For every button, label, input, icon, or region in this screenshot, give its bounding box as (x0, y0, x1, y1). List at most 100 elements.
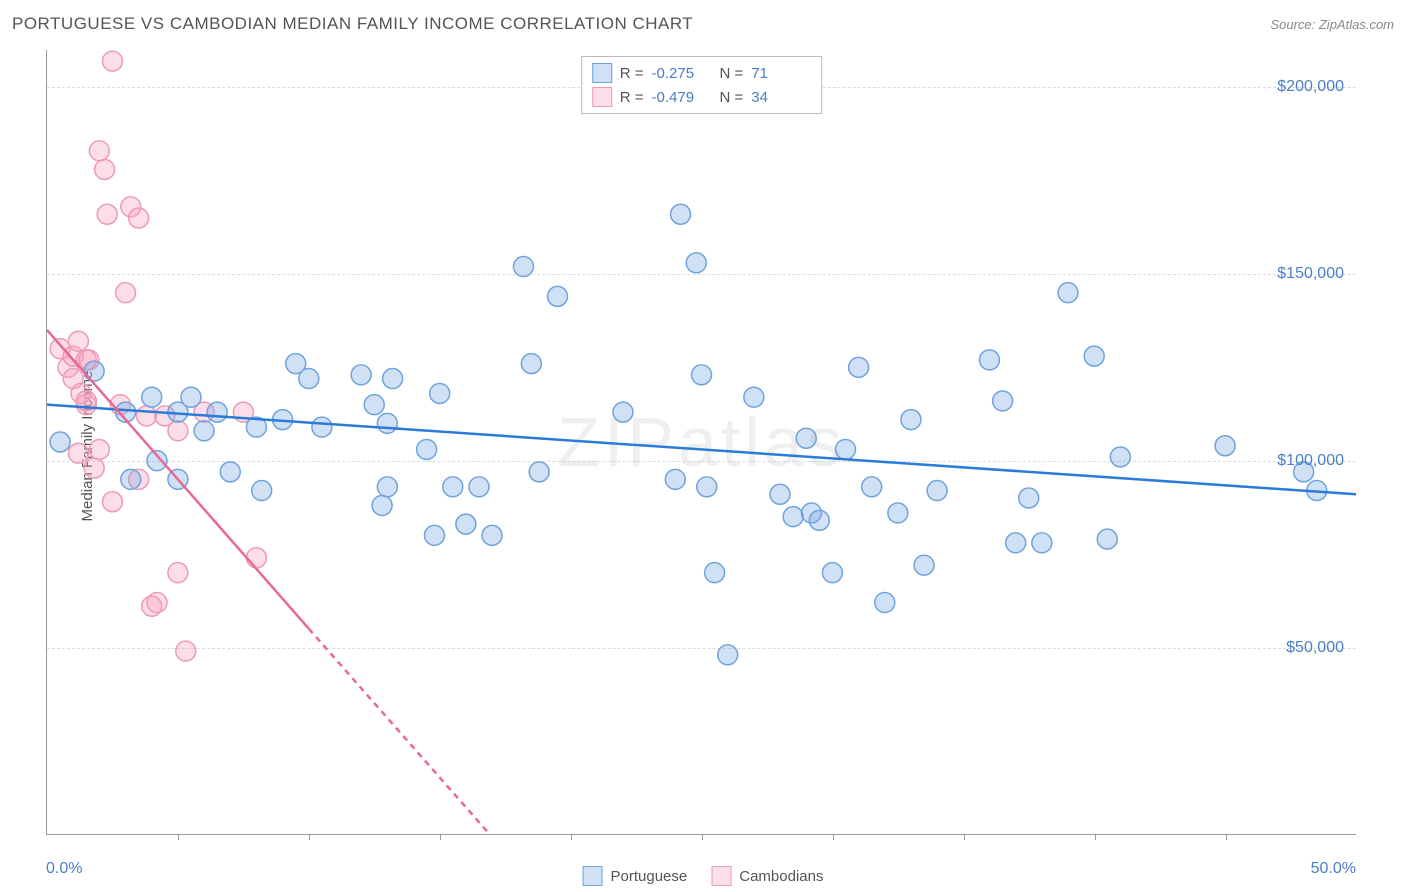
x-tick (1226, 834, 1227, 840)
data-point (705, 563, 725, 583)
data-point (68, 443, 88, 463)
data-point (312, 417, 332, 437)
legend-label: Cambodians (739, 868, 823, 885)
x-axis-min-label: 0.0% (46, 860, 82, 878)
x-tick (964, 834, 965, 840)
data-point (372, 495, 392, 515)
x-tick (440, 834, 441, 840)
data-point (888, 503, 908, 523)
data-point (220, 462, 240, 482)
stats-row-portuguese: R = -0.275 N = 71 (592, 61, 812, 85)
data-point (97, 204, 117, 224)
data-point (168, 421, 188, 441)
data-point (84, 458, 104, 478)
y-tick-label: $150,000 (1277, 265, 1344, 283)
legend-label: Portuguese (611, 868, 688, 885)
data-point (102, 51, 122, 71)
data-point (783, 507, 803, 527)
data-point (377, 413, 397, 433)
source-label: Source: ZipAtlas.com (1270, 17, 1394, 32)
swatch-cambodian (592, 87, 612, 107)
data-point (95, 159, 115, 179)
data-point (849, 357, 869, 377)
data-point (671, 204, 691, 224)
y-tick-label: $100,000 (1277, 452, 1344, 470)
data-point (862, 477, 882, 497)
data-point (993, 391, 1013, 411)
data-point (914, 555, 934, 575)
data-point (744, 387, 764, 407)
data-point (383, 369, 403, 389)
data-point (1084, 346, 1104, 366)
data-point (102, 492, 122, 512)
data-point (1019, 488, 1039, 508)
data-point (246, 548, 266, 568)
x-tick (571, 834, 572, 840)
x-tick (702, 834, 703, 840)
stat-n1: 71 (751, 65, 811, 82)
data-point (194, 421, 214, 441)
data-point (548, 286, 568, 306)
data-point (697, 477, 717, 497)
stat-r2: -0.479 (652, 89, 712, 106)
legend: Portuguese Cambodians (583, 866, 824, 886)
data-point (665, 469, 685, 489)
data-point (424, 525, 444, 545)
stat-r1: -0.275 (652, 65, 712, 82)
data-point (168, 563, 188, 583)
stat-label: R = (620, 89, 644, 106)
data-point (89, 141, 109, 161)
data-point (456, 514, 476, 534)
x-tick (1095, 834, 1096, 840)
regression-line (47, 330, 309, 629)
x-axis-max-label: 50.0% (1311, 860, 1356, 878)
chart-svg (47, 50, 1356, 834)
data-point (116, 283, 136, 303)
data-point (377, 477, 397, 497)
data-point (443, 477, 463, 497)
data-point (521, 354, 541, 374)
data-point (50, 432, 70, 452)
x-tick (833, 834, 834, 840)
data-point (351, 365, 371, 385)
data-point (136, 406, 156, 426)
data-point (692, 365, 712, 385)
data-point (252, 481, 272, 501)
data-point (1215, 436, 1235, 456)
data-point (364, 395, 384, 415)
data-point (835, 439, 855, 459)
data-point (176, 641, 196, 661)
stats-box: R = -0.275 N = 71 R = -0.479 N = 34 (581, 56, 823, 114)
data-point (1097, 529, 1117, 549)
data-point (809, 510, 829, 530)
data-point (89, 439, 109, 459)
header: PORTUGUESE VS CAMBODIAN MEDIAN FAMILY IN… (12, 14, 1394, 34)
data-point (299, 369, 319, 389)
data-point (1058, 283, 1078, 303)
data-point (121, 469, 141, 489)
data-point (901, 410, 921, 430)
data-point (1006, 533, 1026, 553)
data-point (417, 439, 437, 459)
y-tick-label: $200,000 (1277, 78, 1344, 96)
stat-label: N = (720, 65, 744, 82)
swatch-cambodian (711, 866, 731, 886)
data-point (686, 253, 706, 273)
data-point (875, 593, 895, 613)
data-point (469, 477, 489, 497)
data-point (84, 361, 104, 381)
data-point (770, 484, 790, 504)
data-point (529, 462, 549, 482)
legend-item-portuguese: Portuguese (583, 866, 688, 886)
data-point (147, 593, 167, 613)
data-point (207, 402, 227, 422)
data-point (482, 525, 502, 545)
data-point (430, 383, 450, 403)
legend-item-cambodian: Cambodians (711, 866, 823, 886)
data-point (513, 257, 533, 277)
stat-n2: 34 (751, 89, 811, 106)
plot-area: ZIPatlas $50,000$100,000$150,000$200,000… (46, 50, 1356, 835)
data-point (1110, 447, 1130, 467)
data-point (979, 350, 999, 370)
chart-container: PORTUGUESE VS CAMBODIAN MEDIAN FAMILY IN… (0, 0, 1406, 892)
